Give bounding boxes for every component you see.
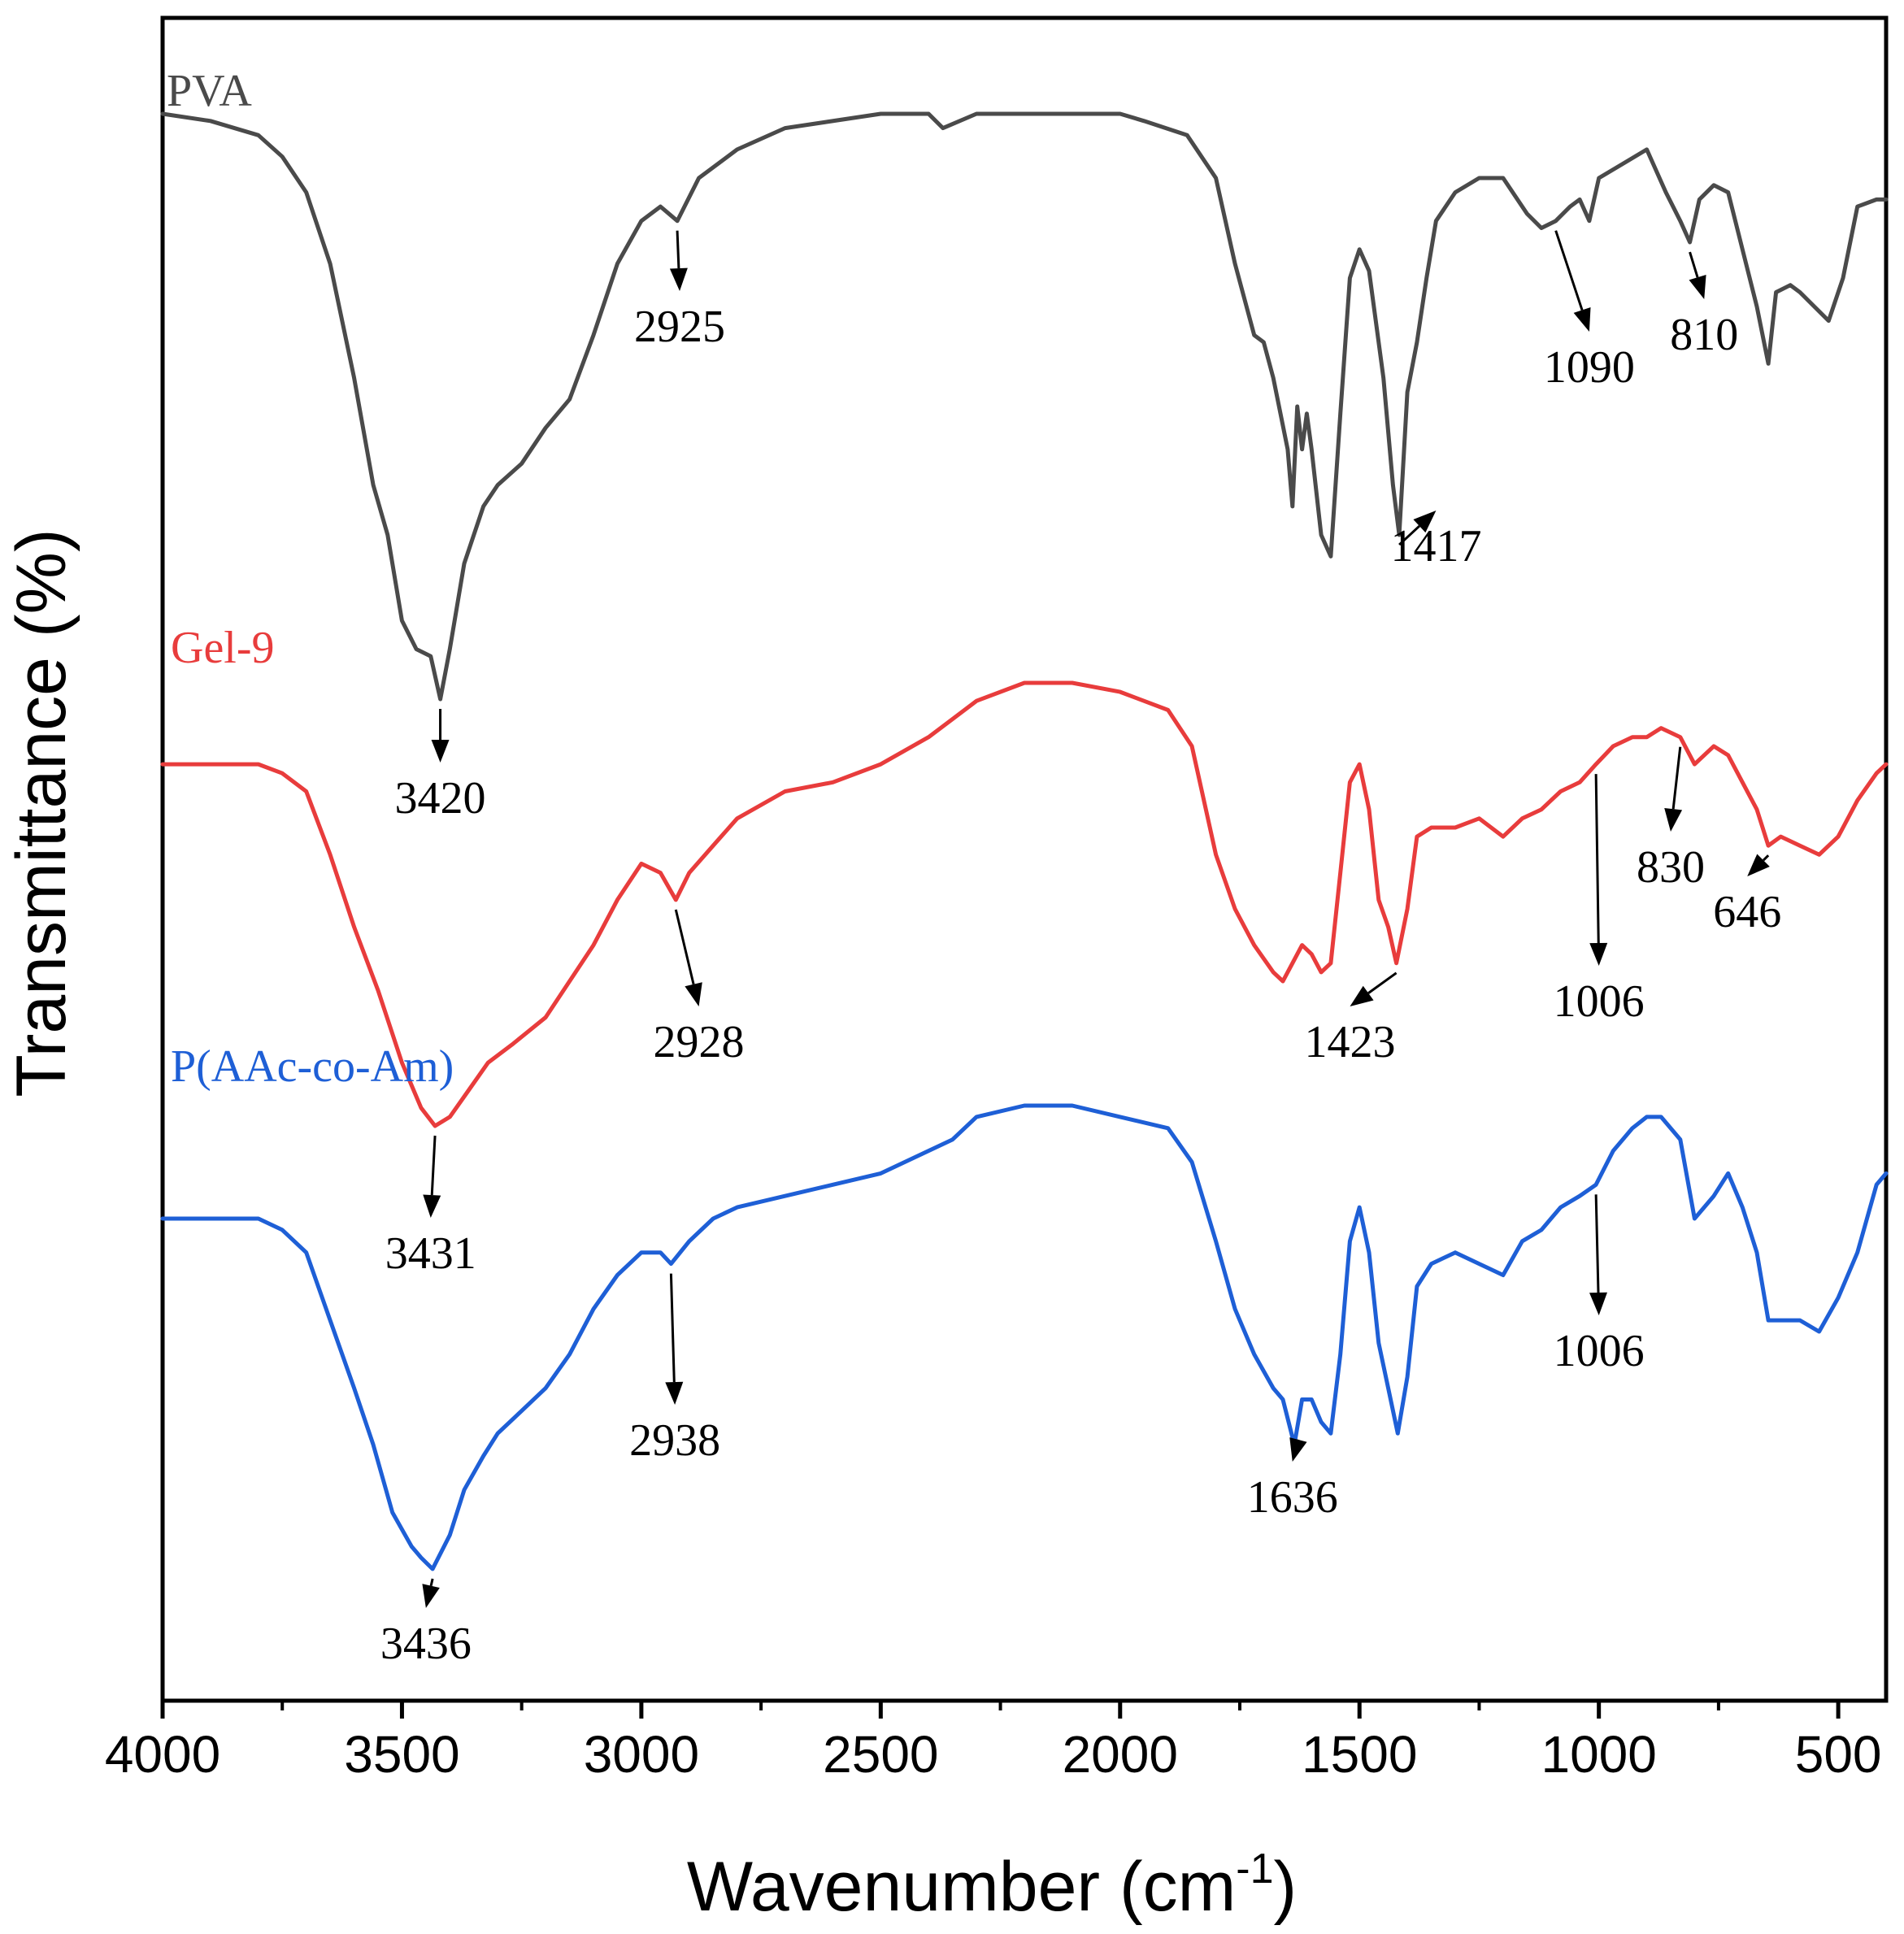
annotation-arrow-head <box>431 740 450 763</box>
series-label: P(AAc-co-Am) <box>171 1041 454 1092</box>
x-tick-label: 2500 <box>823 1725 938 1784</box>
peak-label: 1636 <box>1247 1472 1338 1523</box>
peak-label: 2928 <box>654 1017 745 1067</box>
annotation-arrow-line <box>669 1273 676 1383</box>
series-labels: PVA Gel-9 P(AAc-co-Am) <box>167 66 454 1092</box>
annotation-arrow-head <box>685 982 702 1006</box>
annotation-arrow-line <box>1594 774 1600 944</box>
annotation-arrow-line <box>676 230 680 269</box>
x-axis-title-end: ) <box>1274 1848 1298 1926</box>
x-tick-label: 1500 <box>1302 1725 1417 1784</box>
annotation-arrow-line <box>1367 971 1398 994</box>
x-tick-label: 1000 <box>1541 1725 1656 1784</box>
y-axis-title: Transmittance (%) <box>2 528 80 1097</box>
series-label: PVA <box>167 66 252 116</box>
peak-label: 3436 <box>380 1619 472 1669</box>
x-tick-label: 500 <box>1795 1725 1882 1784</box>
x-tick-label: 2000 <box>1063 1725 1178 1784</box>
x-axis-title-sup: -1 <box>1236 1845 1273 1893</box>
x-axis-title-main: Wavenumber (cm <box>687 1848 1236 1926</box>
x-tick-label: 3000 <box>584 1725 699 1784</box>
annotation-arrow-line <box>429 1578 434 1587</box>
annotation-arrow-line <box>1763 854 1770 862</box>
series-line-pva <box>160 111 1889 702</box>
annotation-arrow-head <box>1747 854 1770 876</box>
annotation-arrow-head <box>1589 1292 1607 1315</box>
peak-label: 810 <box>1670 310 1738 360</box>
annotation-arrow-line <box>1671 746 1682 810</box>
annotation-arrow-line <box>1594 1194 1600 1293</box>
annotation-arrow-head <box>1289 1437 1307 1462</box>
series-curves <box>160 111 1889 1571</box>
peak-label: 3420 <box>395 773 486 824</box>
annotation-arrow-head <box>665 1381 684 1405</box>
peak-label: 646 <box>1713 887 1781 937</box>
x-tick-label: 4000 <box>105 1725 220 1784</box>
annotation-arrow-head <box>1664 807 1683 832</box>
annotation-arrow-head <box>1413 511 1437 533</box>
x-tick-label: 3500 <box>344 1725 459 1784</box>
annotation-arrow-head <box>1350 985 1374 1006</box>
peak-label: 1423 <box>1304 1017 1395 1067</box>
peak-annotations: 3420 2925 1417 1090 810 3431 2928 1423 1006 83064… <box>380 230 1781 1669</box>
annotation-arrow-head <box>423 1194 441 1218</box>
annotation-arrow-head <box>669 267 688 291</box>
annotation-arrow-head <box>422 1584 440 1608</box>
annotation-arrow-line <box>1689 251 1699 278</box>
annotation-arrow-line <box>674 909 695 985</box>
peak-label: 1090 <box>1544 342 1635 393</box>
annotation-arrow-head <box>1573 306 1591 332</box>
series-label: Gel-9 <box>171 623 275 673</box>
peak-label: 1006 <box>1554 1326 1645 1376</box>
annotation-arrow-head <box>1589 942 1608 966</box>
annotation-arrow-line <box>430 1135 437 1196</box>
peak-label: 1006 <box>1554 976 1645 1027</box>
plot-frame <box>160 15 1889 1703</box>
series-line-gel-9 <box>160 680 1889 1128</box>
peak-label: 2938 <box>629 1415 720 1466</box>
x-axis-ticks: 4000 3500 3000 2500 2000 1500 1000 500 <box>105 1701 1882 1784</box>
annotation-arrow-head <box>1689 275 1706 299</box>
annotation-arrow-line <box>1554 230 1584 311</box>
series-line-p-aac-co-am- <box>160 1103 1889 1571</box>
peak-label: 1417 <box>1390 521 1481 572</box>
peak-label: 2925 <box>634 302 725 352</box>
x-axis-title: Wavenumber (cm-1) <box>687 1845 1297 1926</box>
peak-label: 3431 <box>385 1228 476 1279</box>
annotation-arrow-line <box>1398 524 1420 546</box>
peak-label: 830 <box>1637 842 1705 893</box>
